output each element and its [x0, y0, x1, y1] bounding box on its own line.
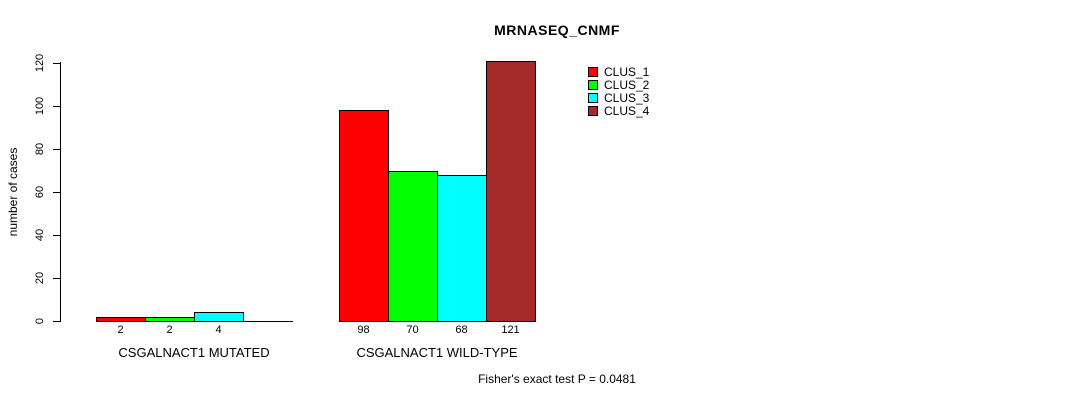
legend-label: CLUS_2 — [604, 78, 650, 93]
legend-swatch-icon — [588, 105, 598, 116]
group-label: CSGALNACT1 MUTATED — [118, 345, 270, 360]
bar-value-label: 4 — [215, 324, 222, 336]
legend-label: CLUS_3 — [604, 90, 650, 105]
bar — [96, 316, 146, 322]
legend-label: CLUS_1 — [604, 65, 650, 80]
y-tick-label: 0 — [34, 317, 46, 325]
y-tick-label: 60 — [34, 185, 46, 199]
legend-label: CLUS_4 — [604, 103, 650, 118]
y-axis-line — [60, 62, 61, 322]
bar-value-label: 68 — [455, 324, 468, 336]
y-axis-tick — [53, 235, 60, 236]
legend-swatch-icon — [588, 67, 598, 78]
y-axis-tick — [53, 192, 60, 193]
y-tick-label: 120 — [34, 53, 46, 73]
y-axis-tick — [53, 278, 60, 279]
legend-swatch-icon — [588, 92, 598, 103]
y-tick-label: 80 — [34, 142, 46, 156]
bar — [486, 60, 536, 322]
bar-value-label: 98 — [357, 324, 370, 336]
chart-title: MRNASEQ_CNMF — [494, 22, 620, 38]
legend-row: CLUS_3 — [588, 92, 649, 105]
y-axis-tick — [53, 149, 60, 150]
y-axis-title: number of cases — [6, 147, 20, 237]
bar — [388, 170, 438, 322]
legend-swatch-icon — [588, 80, 598, 91]
y-axis-tick — [53, 321, 60, 322]
legend-row: CLUS_2 — [588, 79, 649, 92]
y-tick-label: 20 — [34, 271, 46, 285]
bar-value-label: 121 — [501, 324, 520, 336]
stat-annotation: Fisher's exact test P = 0.0481 — [478, 372, 636, 386]
legend-row: CLUS_1 — [588, 66, 649, 79]
bar — [194, 312, 244, 322]
bar-value-label: 2 — [117, 324, 124, 336]
bar — [145, 316, 195, 322]
y-tick-label: 100 — [34, 96, 46, 116]
bar — [437, 174, 487, 322]
bar-value-label: 70 — [406, 324, 419, 336]
y-axis-tick — [53, 63, 60, 64]
legend-row: CLUS_4 — [588, 104, 649, 117]
bar-value-label: 2 — [166, 324, 173, 336]
legend: CLUS_1 CLUS_2 CLUS_3 CLUS_4 — [588, 66, 649, 117]
bar — [339, 110, 389, 322]
y-tick-label: 40 — [34, 228, 46, 242]
y-axis-tick — [53, 106, 60, 107]
group-label: CSGALNACT1 WILD-TYPE — [356, 345, 518, 360]
